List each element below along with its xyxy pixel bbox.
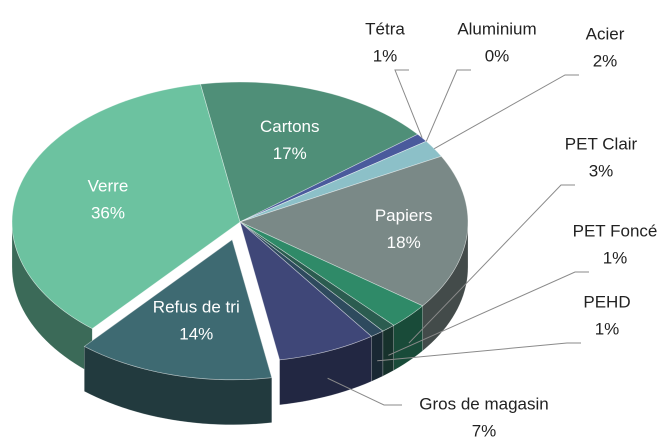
slice [199,81,419,223]
data-label-value: 17% [273,144,307,163]
slice [239,220,373,361]
leader-line [327,377,402,406]
leader-line [408,184,575,344]
slice [239,221,424,326]
data-label-value: 1% [603,248,628,267]
data-label-name: PET Clair [565,134,638,153]
data-label-value: 18% [387,233,421,252]
leader-line [388,271,589,356]
data-label-value: 1% [373,46,398,65]
data-label-value: 1% [595,319,620,338]
data-label-name: Verre [88,176,129,195]
data-label-value: 0% [485,46,510,65]
data-label-name: Cartons [260,117,320,136]
slice-side [371,330,384,382]
slice [239,155,469,307]
data-label-name: Gros de magasin [419,394,548,413]
data-label-value: 36% [91,203,125,222]
slice [11,83,241,330]
leader-line [377,342,581,362]
leader-line [394,69,423,138]
leader-line [433,74,579,150]
data-label-name: Tétra [365,19,405,38]
data-label-value: 3% [589,161,614,180]
data-label-name: Papiers [375,206,433,225]
data-label-name: PET Foncé [573,221,658,240]
data-label-value: 7% [472,421,497,440]
data-label-name: Acier [586,24,625,43]
data-label-name: Aluminium [457,19,536,38]
data-label-value: 2% [593,51,618,70]
data-label-value: 14% [179,324,213,343]
slice-side [382,324,394,377]
data-label-name: PEHD [583,292,630,311]
slice [83,239,273,381]
leader-line [425,69,471,142]
data-label-name: Refus de tri [153,297,240,316]
